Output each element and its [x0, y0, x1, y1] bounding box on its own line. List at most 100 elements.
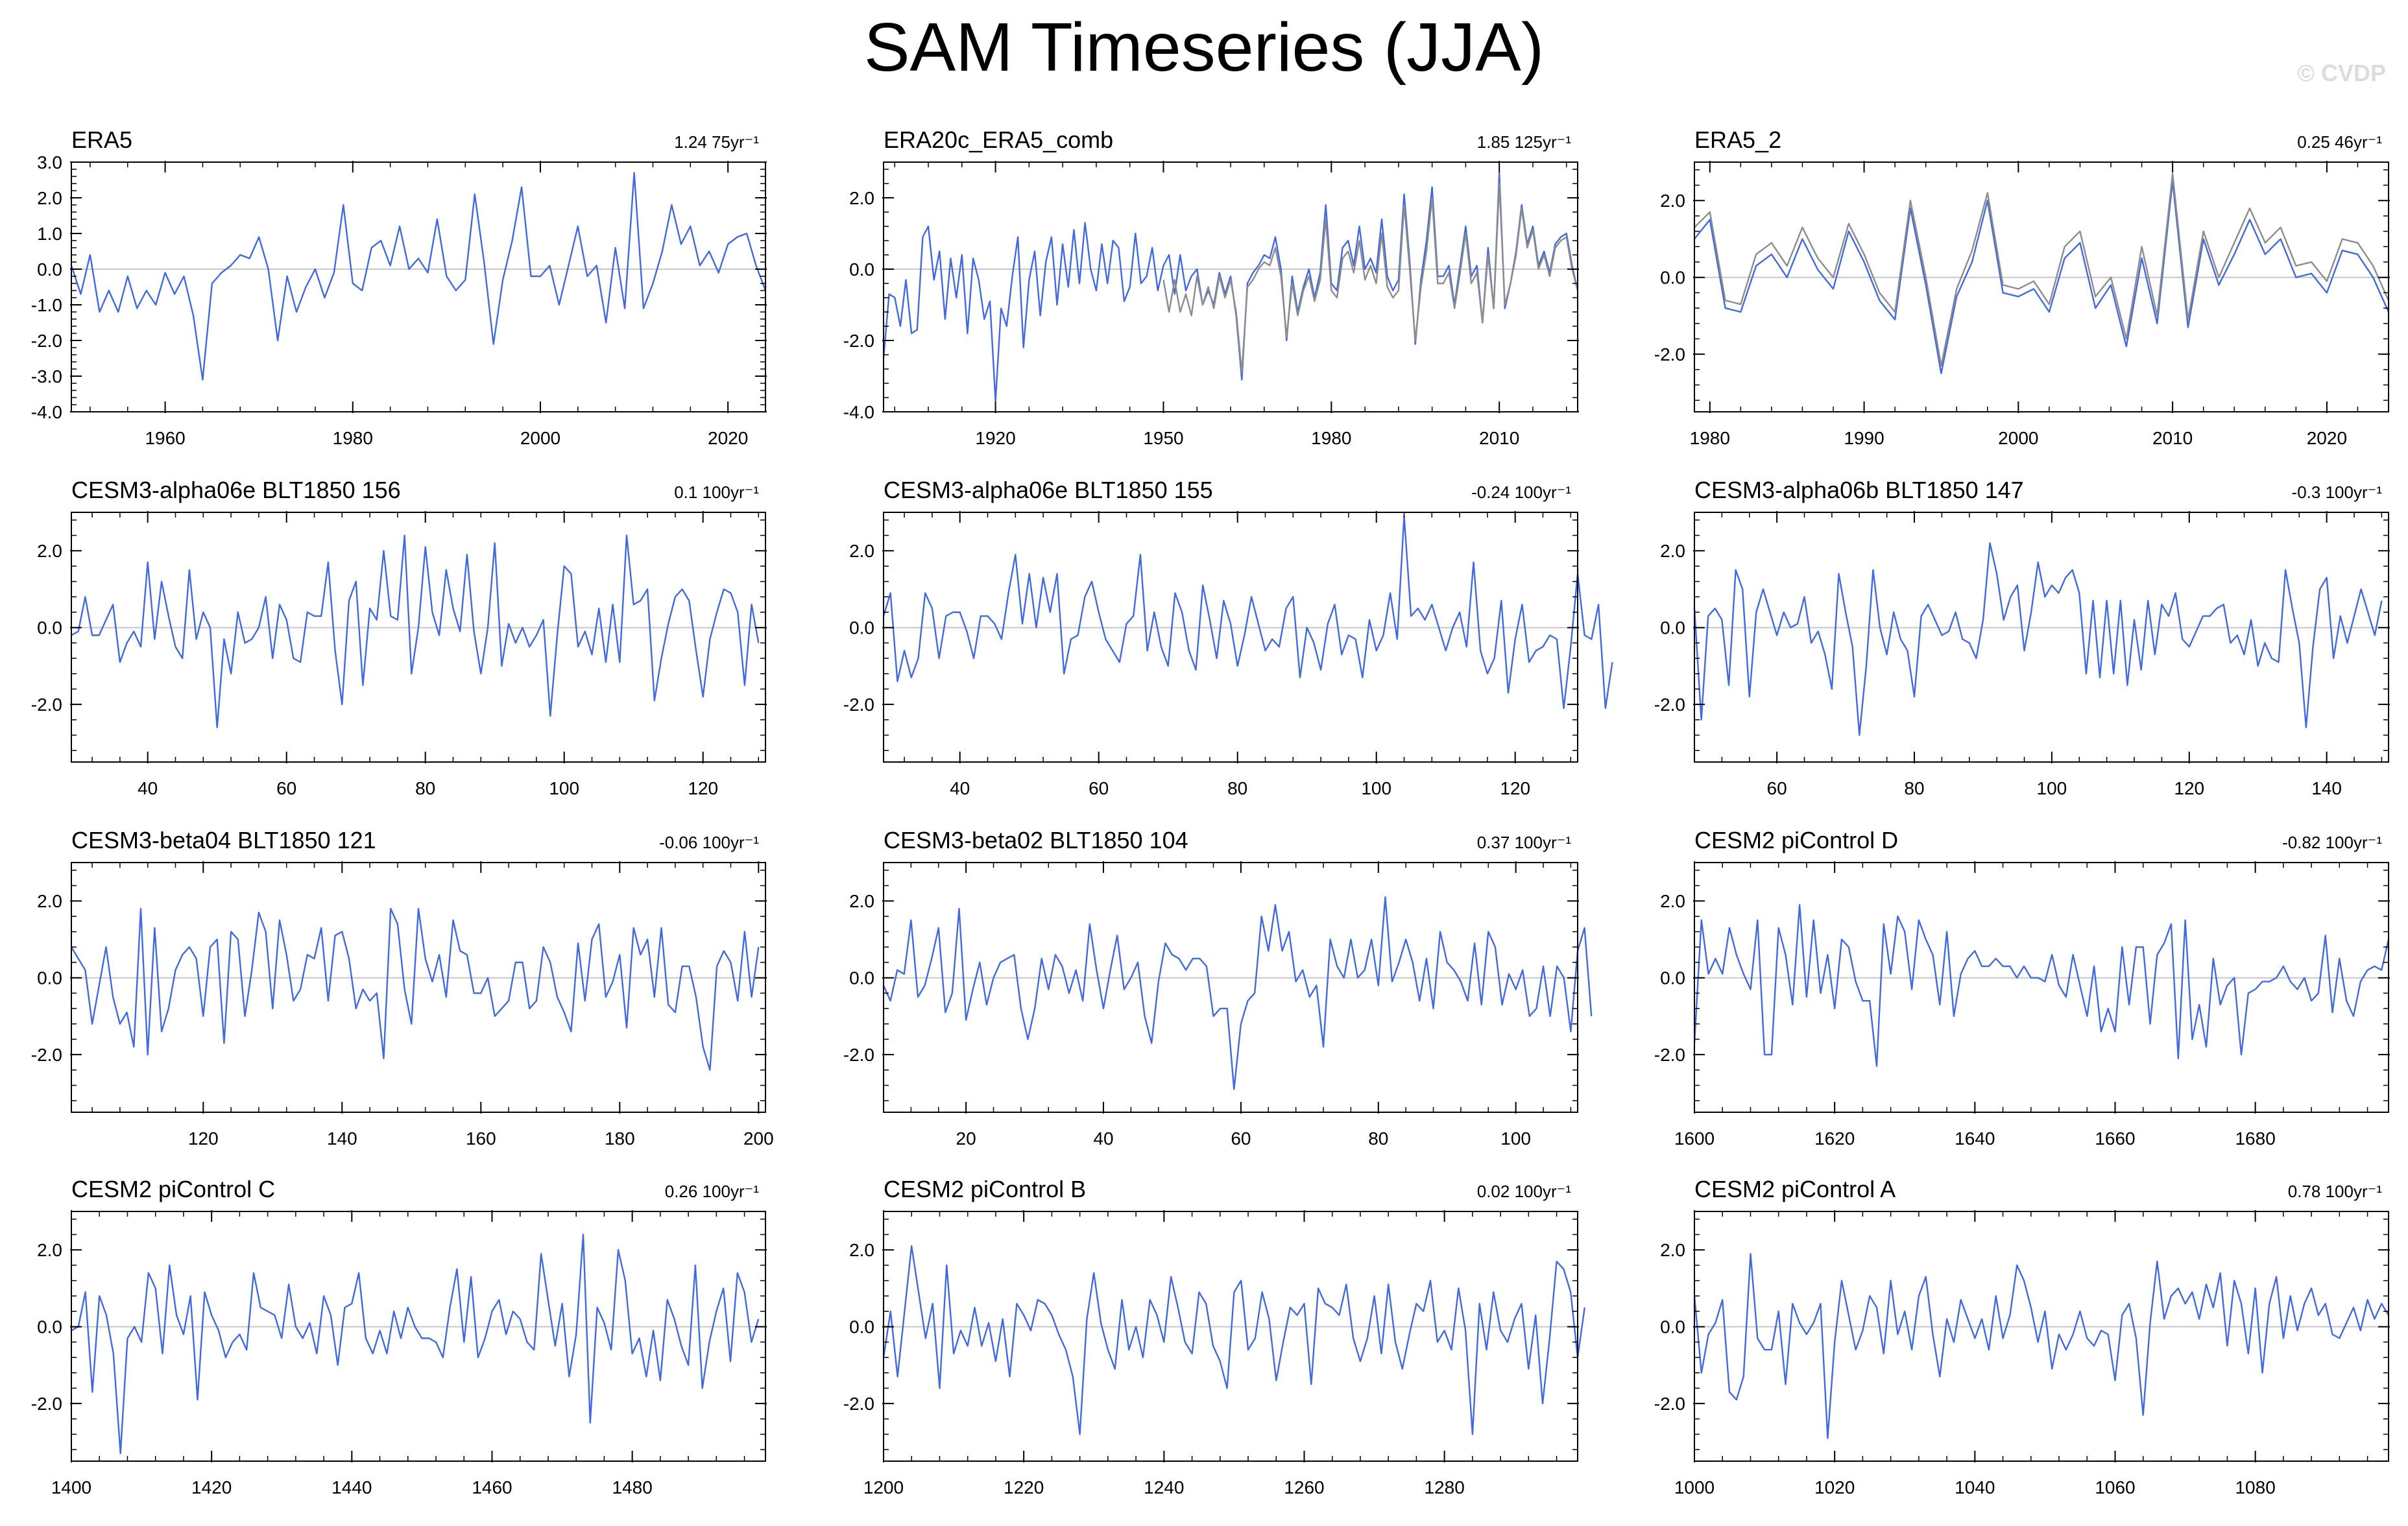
y-tick-label: 1.0: [37, 224, 62, 244]
y-tick-label: -2.0: [31, 695, 62, 715]
panel-trend: -0.82 100yr⁻¹: [2282, 833, 2382, 852]
y-tick-label: 0.0: [849, 618, 874, 638]
panel-trend: 1.85 125yr⁻¹: [1477, 132, 1572, 152]
x-tick-label: 100: [549, 778, 579, 798]
y-tick-label: 0.0: [37, 259, 62, 280]
series-line-primary: [1693, 1252, 2390, 1439]
panel-title: CESM2 piControl B: [884, 1176, 1086, 1202]
x-tick-label: 1680: [2235, 1128, 2275, 1149]
x-tick-label: 80: [1227, 778, 1247, 798]
y-tick-label: 2.0: [849, 541, 874, 561]
x-tick-label: 60: [1089, 778, 1109, 798]
y-tick-label: -2.0: [843, 1394, 874, 1414]
x-tick-label: 60: [1231, 1128, 1251, 1149]
x-tick-label: 80: [1368, 1128, 1388, 1149]
x-tick-label: 140: [327, 1128, 357, 1149]
x-tick-label: 100: [1500, 1128, 1531, 1149]
series-line-primary: [882, 896, 1593, 1090]
panel-title: CESM3-beta04 BLT1850 121: [71, 827, 376, 853]
chart-panel-11: CESM2 piControl B 0.02 100yr⁻¹ 2.0 0.0 -2.0 1…: [843, 1176, 1585, 1497]
panel-trend: 1.24 75yr⁻¹: [674, 132, 759, 152]
x-tick-label: 2000: [1998, 428, 2038, 448]
y-tick-label: 0.0: [849, 259, 874, 280]
y-tick-label: 3.0: [37, 152, 62, 173]
panel-title: CESM3-alpha06e BLT1850 155: [884, 477, 1213, 503]
series-line-secondary: [1162, 182, 1579, 374]
y-tick-label: -1.0: [31, 295, 62, 315]
plot-frame: [1694, 512, 2389, 763]
x-tick-label: 200: [743, 1128, 774, 1149]
y-tick-label: 2.0: [37, 891, 62, 911]
x-tick-label: 120: [2174, 778, 2204, 798]
x-tick-label: 60: [276, 778, 296, 798]
plot-frame: [883, 1211, 1578, 1462]
y-tick-label: -2.0: [31, 1394, 62, 1414]
y-tick-label: -4.0: [843, 402, 874, 422]
series-line-primary: [1693, 903, 2390, 1067]
x-tick-label: 1990: [1844, 428, 1884, 448]
x-tick-label: 1040: [1955, 1477, 1995, 1497]
panel-title: CESM2 piControl C: [71, 1176, 275, 1202]
y-tick-label: -2.0: [1654, 1394, 1685, 1414]
x-tick-label: 140: [2311, 778, 2342, 798]
y-tick-label: 0.0: [849, 1317, 874, 1337]
panel-trend: 0.25 46yr⁻¹: [2297, 132, 2382, 152]
series-line-primary: [71, 1234, 760, 1455]
x-tick-label: 1980: [333, 428, 373, 448]
series-line-secondary: [1694, 173, 2390, 367]
panel-trend: 0.02 100yr⁻¹: [1477, 1182, 1572, 1201]
x-tick-label: 60: [1767, 778, 1787, 798]
series-line-primary: [1694, 180, 2390, 374]
y-tick-label: -2.0: [1654, 344, 1685, 364]
chart-panel-5: CESM3-alpha06e BLT1850 155 -0.24 100yr⁻¹ 2…: [843, 477, 1613, 798]
plot-frame: [71, 1211, 766, 1462]
y-tick-label: 0.0: [849, 968, 874, 988]
x-tick-label: 1460: [472, 1477, 512, 1497]
panel-title: CESM2 piControl D: [1694, 827, 1898, 853]
panel-trend: -0.3 100yr⁻¹: [2292, 483, 2383, 502]
watermark: © CVDP: [2297, 60, 2386, 86]
chart-panel-8: CESM3-beta02 BLT1850 104 0.37 100yr⁻¹ 2.0 0…: [843, 827, 1593, 1149]
chart-panel-10: CESM2 piControl C 0.26 100yr⁻¹ 2.0 0.0 -2.0 1…: [31, 1176, 767, 1497]
panel-title: ERA5_2: [1694, 126, 1781, 153]
x-tick-label: 40: [1093, 1128, 1113, 1149]
series-line-primary: [882, 172, 1579, 402]
y-tick-label: -4.0: [31, 402, 62, 422]
x-tick-label: 1060: [2095, 1477, 2135, 1497]
x-tick-label: 120: [188, 1128, 219, 1149]
y-tick-label: 2.0: [849, 188, 874, 208]
x-tick-label: 1220: [1004, 1477, 1044, 1497]
plot-frame: [1694, 161, 2389, 412]
x-tick-label: 1950: [1143, 428, 1183, 448]
x-tick-label: 1440: [331, 1477, 372, 1497]
series-line-primary: [70, 907, 760, 1071]
y-tick-label: -2.0: [843, 331, 874, 351]
panel-trend: 0.37 100yr⁻¹: [1477, 833, 1572, 852]
y-tick-label: 2.0: [1660, 541, 1685, 561]
series-line-primary: [71, 534, 760, 728]
chart-panel-12: CESM2 piControl A 0.78 100yr⁻¹ 2.0 0.0 -2.0 1…: [1654, 1176, 2390, 1497]
x-tick-label: 2000: [520, 428, 560, 448]
chart-title: SAM Timeseries (JJA): [863, 9, 1545, 86]
x-tick-label: 1400: [51, 1477, 91, 1497]
plot-frame: [71, 862, 766, 1113]
y-tick-label: 2.0: [849, 1240, 874, 1260]
y-tick-label: 2.0: [1660, 191, 1685, 211]
panel-title: ERA20c_ERA5_comb: [884, 126, 1113, 153]
panel-title: CESM3-alpha06e BLT1850 156: [71, 477, 401, 503]
panel-trend: -0.06 100yr⁻¹: [659, 833, 759, 852]
x-tick-label: 1960: [145, 428, 185, 448]
x-tick-label: 1480: [612, 1477, 652, 1497]
x-tick-label: 1600: [1674, 1128, 1715, 1149]
y-tick-label: 2.0: [37, 1240, 62, 1260]
y-tick-label: 0.0: [1660, 618, 1685, 638]
x-tick-label: 1980: [1690, 428, 1730, 448]
panel-title: CESM3-alpha06b BLT1850 147: [1694, 477, 2024, 503]
panel-title: CESM3-beta02 BLT1850 104: [884, 827, 1188, 853]
plot-frame: [883, 512, 1578, 763]
panel-title: CESM2 piControl A: [1694, 1176, 1896, 1202]
y-tick-label: 0.0: [1660, 1317, 1685, 1337]
plot-frame: [1694, 1211, 2389, 1462]
y-tick-label: 2.0: [1660, 891, 1685, 911]
